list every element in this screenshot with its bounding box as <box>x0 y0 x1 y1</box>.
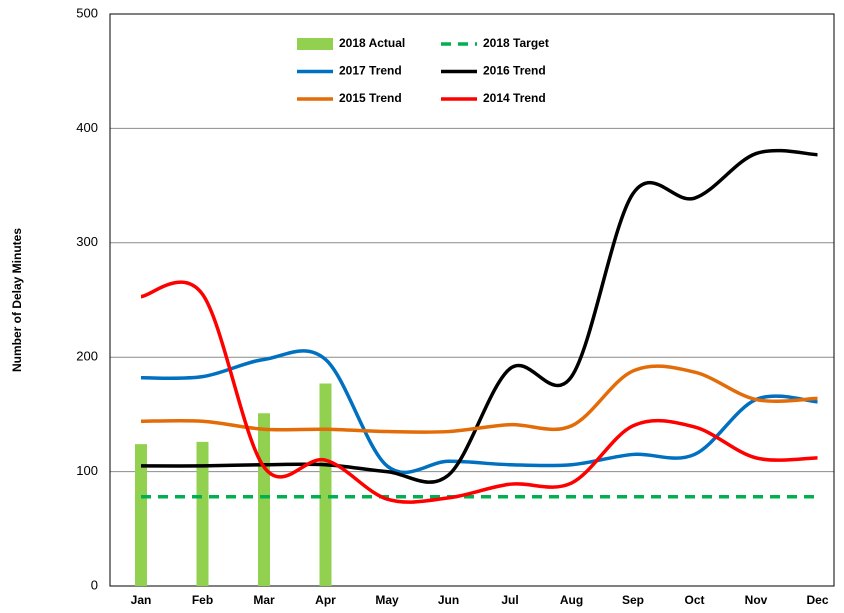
line-series <box>140 148 818 484</box>
x-tick-label: Jun <box>438 593 459 607</box>
x-tick-label: Apr <box>315 593 336 607</box>
legend-label: 2015 Trend <box>339 91 402 105</box>
x-tick-label: Mar <box>253 593 275 607</box>
x-tick-label: Jul <box>501 593 518 607</box>
x-tick-label: Nov <box>745 593 768 607</box>
legend-entry: 2016 Trend <box>441 64 546 78</box>
legend-entry: 2018 Actual <box>297 36 405 50</box>
legend-label: 2018 Target <box>483 36 549 50</box>
line-series <box>140 364 818 434</box>
x-tick-label: Jan <box>131 593 152 607</box>
bar <box>196 441 209 586</box>
x-tick-label: Dec <box>806 593 828 607</box>
legend-label: 2017 Trend <box>339 64 402 78</box>
legend-swatch <box>297 38 333 50</box>
y-tick-label: 500 <box>76 5 98 20</box>
bar <box>258 413 270 586</box>
line-series <box>140 280 818 504</box>
x-tick-label: Sep <box>622 593 644 607</box>
y-tick-label: 0 <box>91 577 98 592</box>
y-axis-title: Number of Delay Minutes <box>10 228 24 372</box>
legend-entry: 2015 Trend <box>297 91 402 105</box>
line-series <box>140 349 818 475</box>
legend-label: 2016 Trend <box>483 64 546 78</box>
bar <box>319 383 332 586</box>
x-tick-label: Feb <box>192 593 213 607</box>
legend-label: 2014 Trend <box>483 91 546 105</box>
y-tick-label: 400 <box>76 120 98 135</box>
x-tick-label: Aug <box>560 593 583 607</box>
legend-label: 2018 Actual <box>339 36 405 50</box>
y-tick-label: 200 <box>76 349 98 364</box>
legend-entry: 2014 Trend <box>441 91 546 105</box>
legend-entry: 2018 Target <box>441 36 549 50</box>
legend-entry: 2017 Trend <box>297 64 402 78</box>
y-tick-label: 100 <box>76 463 98 478</box>
bar <box>135 444 147 586</box>
y-tick-label: 300 <box>76 234 98 249</box>
x-tick-label: Oct <box>684 593 704 607</box>
x-tick-label: May <box>375 593 399 607</box>
plot-frame <box>109 13 835 587</box>
